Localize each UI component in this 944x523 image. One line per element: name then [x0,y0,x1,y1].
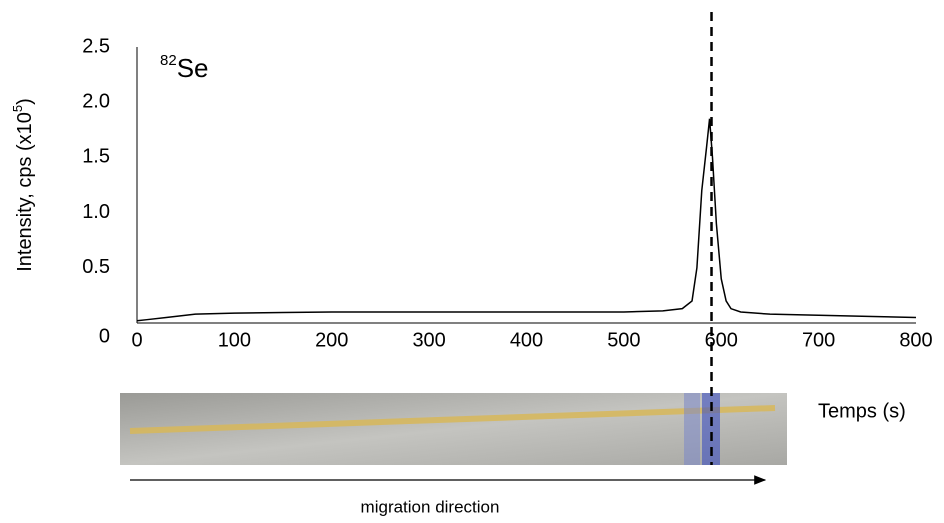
y-label-end: ) [14,98,36,105]
y-tick-label: 1.5 [82,146,110,168]
annotation: 82Se [160,52,209,82]
y-tick-label: 2.0 [82,90,110,112]
x-tick-label: 300 [412,329,445,351]
y-tick-label: 2.5 [82,35,110,57]
gel-strip [120,393,787,465]
x-tick-label: 200 [315,329,348,351]
y-axis-label: Intensity, cps (x105) [10,98,36,272]
y-label-sup: 5 [10,105,25,112]
x-tick-label: 800 [899,329,932,351]
annotation-text: Se [177,53,209,83]
y-tick-label: 1.0 [82,201,110,223]
y-label-text: Intensity, cps (x10 [14,112,36,272]
x-tick-label: 600 [705,329,738,351]
x-tick-label: 400 [510,329,543,351]
x-axis-label: Temps (s) [818,400,906,422]
x-tick-label: 700 [802,329,835,351]
y-tick-label: 0 [99,325,110,347]
x-tick-label: 0 [131,329,142,351]
data-line [136,118,917,322]
x-tick-label: 500 [607,329,640,351]
annotation-sup: 82 [160,52,177,69]
y-tick-label: 0.5 [82,256,110,278]
x-tick-label: 100 [218,329,251,351]
caption: migration direction [361,497,500,516]
